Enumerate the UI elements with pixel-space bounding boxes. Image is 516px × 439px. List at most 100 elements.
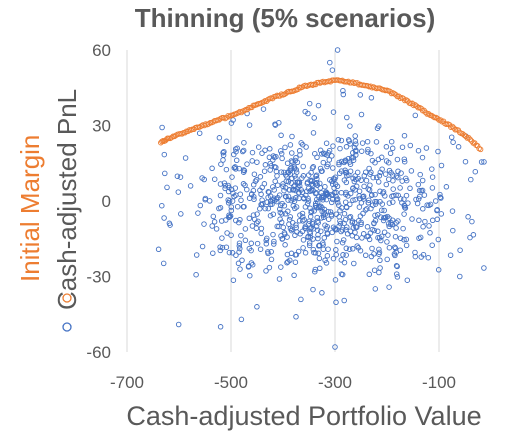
pnl-point bbox=[340, 252, 346, 258]
pnl-point bbox=[220, 157, 226, 163]
pnl-point bbox=[274, 173, 280, 179]
pnl-point bbox=[284, 160, 291, 166]
pnl-point bbox=[292, 195, 299, 201]
pnl-point bbox=[404, 277, 411, 283]
pnl-point bbox=[312, 150, 318, 157]
pnl-point bbox=[251, 171, 258, 177]
pnl-point bbox=[254, 159, 260, 165]
pnl-point bbox=[292, 252, 299, 258]
pnl-point bbox=[229, 174, 235, 180]
pnl-point bbox=[334, 196, 341, 202]
pnl-point bbox=[289, 150, 295, 156]
pnl-point bbox=[228, 204, 235, 210]
pnl-point bbox=[288, 227, 295, 234]
pnl-point bbox=[314, 180, 320, 186]
pnl-point bbox=[271, 187, 277, 193]
pnl-point bbox=[239, 257, 245, 264]
pnl-point bbox=[368, 95, 375, 101]
pnl-point bbox=[314, 218, 321, 224]
pnl-point bbox=[337, 218, 343, 224]
initial-margin-point bbox=[474, 143, 481, 149]
pnl-point bbox=[345, 155, 352, 162]
pnl-point bbox=[159, 124, 165, 131]
pnl-point bbox=[263, 268, 269, 274]
y-axis-legend: Initial Margin Cash-adjusted PnL bbox=[15, 89, 82, 332]
pnl-point bbox=[377, 257, 383, 264]
pnl-point bbox=[293, 224, 299, 231]
pnl-point bbox=[302, 250, 309, 256]
pnl-point bbox=[322, 257, 328, 264]
pnl-point bbox=[323, 189, 329, 195]
pnl-point bbox=[372, 191, 378, 198]
pnl-point bbox=[175, 189, 182, 195]
pnl-point bbox=[468, 176, 474, 183]
pnl-point bbox=[300, 163, 306, 170]
pnl-point bbox=[350, 225, 357, 231]
pnl-point bbox=[374, 125, 381, 131]
pnl-point bbox=[357, 213, 364, 219]
pnl-point bbox=[264, 199, 270, 205]
pnl-point bbox=[353, 183, 360, 190]
pnl-point bbox=[392, 252, 398, 259]
pnl-point bbox=[284, 251, 291, 258]
pnl-point bbox=[353, 234, 360, 241]
initial-margin-point bbox=[168, 134, 175, 141]
pnl-point bbox=[371, 267, 378, 273]
pnl-point bbox=[264, 235, 270, 242]
pnl-point bbox=[329, 229, 335, 236]
pnl-point bbox=[353, 141, 359, 147]
pnl-point bbox=[302, 108, 308, 115]
pnl-point bbox=[323, 191, 330, 197]
pnl-point bbox=[296, 148, 303, 154]
pnl-point bbox=[187, 183, 194, 189]
pnl-point bbox=[277, 202, 284, 209]
pnl-point bbox=[285, 208, 291, 215]
pnl-point bbox=[478, 159, 485, 165]
pnl-point bbox=[294, 159, 301, 166]
pnl-point bbox=[330, 109, 337, 115]
pnl-point bbox=[353, 224, 359, 230]
pnl-point bbox=[311, 208, 317, 214]
pnl-point bbox=[224, 230, 230, 236]
pnl-point bbox=[300, 173, 307, 179]
pnl-point bbox=[435, 148, 441, 155]
initial-margin-point bbox=[182, 130, 188, 136]
pnl-point bbox=[361, 172, 368, 179]
pnl-point bbox=[377, 265, 383, 271]
pnl-point bbox=[251, 193, 257, 200]
pnl-point bbox=[386, 200, 393, 206]
pnl-point bbox=[217, 324, 224, 330]
pnl-point bbox=[296, 179, 303, 186]
pnl-point bbox=[228, 207, 235, 214]
pnl-point bbox=[401, 202, 407, 209]
pnl-point bbox=[258, 201, 265, 208]
pnl-point bbox=[242, 226, 249, 232]
pnl-point bbox=[297, 212, 303, 218]
pnl-point bbox=[213, 226, 220, 232]
pnl-point bbox=[294, 179, 301, 186]
pnl-point bbox=[300, 218, 306, 224]
pnl-point bbox=[245, 264, 252, 270]
x-axis-label: Cash-adjusted Portfolio Value bbox=[126, 401, 481, 431]
pnl-point bbox=[291, 164, 298, 170]
pnl-point bbox=[282, 185, 289, 191]
pnl-point bbox=[364, 138, 371, 145]
pnl-point bbox=[325, 246, 331, 252]
pnl-point bbox=[429, 242, 435, 248]
pnl-point bbox=[398, 170, 404, 176]
initial-margin-point bbox=[477, 146, 484, 153]
pnl-point bbox=[397, 235, 404, 241]
pnl-point bbox=[372, 212, 378, 219]
pnl-point bbox=[241, 139, 247, 146]
pnl-point bbox=[219, 235, 225, 241]
pnl-point bbox=[293, 204, 300, 210]
pnl-point bbox=[417, 193, 423, 200]
pnl-point bbox=[267, 198, 274, 205]
pnl-point bbox=[249, 223, 256, 229]
pnl-point bbox=[339, 227, 346, 233]
pnl-point bbox=[386, 215, 392, 221]
pnl-point bbox=[335, 136, 342, 143]
pnl-point bbox=[223, 244, 230, 250]
pnl-point bbox=[307, 225, 314, 232]
pnl-point bbox=[443, 184, 450, 190]
